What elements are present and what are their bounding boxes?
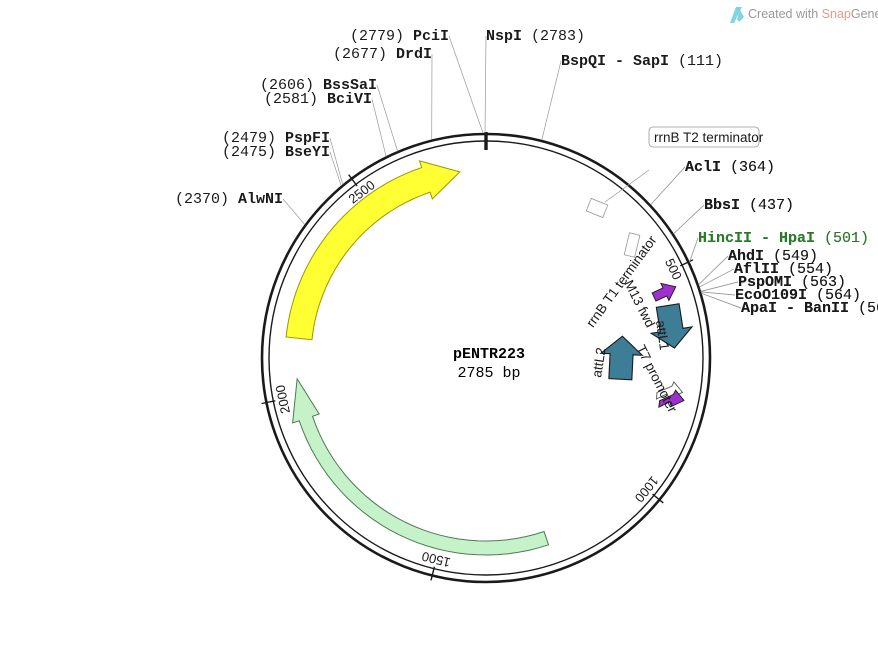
- svg-text:(2779) PciI: (2779) PciI: [350, 28, 449, 45]
- svg-text:(2677) DrdI: (2677) DrdI: [333, 46, 432, 63]
- svg-text:pENTR223: pENTR223: [453, 346, 525, 363]
- svg-text:2785 bp: 2785 bp: [457, 365, 520, 382]
- svg-text:attL1: attL1: [653, 319, 672, 351]
- svg-text:ApaI - BanII (567): ApaI - BanII (567): [741, 300, 878, 317]
- svg-text:attL2: attL2: [589, 346, 609, 378]
- svg-text:1500: 1500: [420, 549, 452, 571]
- svg-text:T7 promoter: T7 promoter: [633, 343, 680, 416]
- svg-text:500: 500: [662, 256, 685, 282]
- svg-text:(2606) BssSaI: (2606) BssSaI: [260, 77, 377, 94]
- svg-text:BbsI (437): BbsI (437): [704, 197, 794, 214]
- svg-text:Created with SnapGene®: Created with SnapGene®: [748, 7, 878, 21]
- svg-text:(2370) AlwNI: (2370) AlwNI: [175, 191, 283, 208]
- svg-text:(2479) PspFI: (2479) PspFI: [222, 130, 330, 147]
- svg-text:AclI (364): AclI (364): [685, 159, 775, 176]
- svg-text:BspQI - SapI (111): BspQI - SapI (111): [561, 53, 723, 70]
- svg-text:M13 fwd: M13 fwd: [621, 278, 658, 330]
- svg-text:NspI (2783): NspI (2783): [486, 28, 585, 45]
- svg-text:HincII - HpaI (501): HincII - HpaI (501): [698, 230, 869, 247]
- svg-text:rrnB T2 terminator: rrnB T2 terminator: [654, 130, 764, 145]
